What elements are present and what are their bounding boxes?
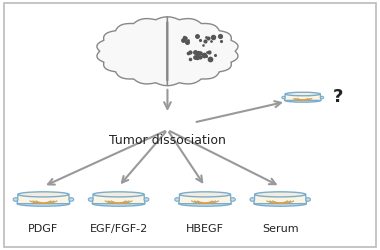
Ellipse shape	[144, 198, 149, 201]
Ellipse shape	[285, 99, 321, 102]
Ellipse shape	[180, 192, 230, 197]
Ellipse shape	[254, 201, 306, 206]
Text: Tumor dissociation: Tumor dissociation	[109, 134, 226, 147]
Ellipse shape	[13, 198, 18, 201]
Ellipse shape	[175, 198, 179, 201]
Ellipse shape	[255, 192, 306, 197]
Ellipse shape	[231, 198, 235, 201]
Ellipse shape	[100, 19, 235, 83]
Polygon shape	[254, 194, 306, 204]
Ellipse shape	[93, 192, 144, 197]
Ellipse shape	[88, 198, 93, 201]
Ellipse shape	[320, 96, 324, 99]
Polygon shape	[285, 94, 321, 100]
Ellipse shape	[306, 198, 310, 201]
Polygon shape	[92, 194, 145, 204]
Ellipse shape	[179, 201, 231, 206]
Ellipse shape	[18, 192, 69, 197]
Ellipse shape	[285, 92, 320, 96]
Ellipse shape	[69, 198, 74, 201]
Ellipse shape	[17, 201, 70, 206]
Text: Serum: Serum	[262, 224, 299, 234]
Text: EGF/FGF-2: EGF/FGF-2	[89, 224, 148, 234]
Polygon shape	[17, 194, 70, 204]
Ellipse shape	[250, 198, 255, 201]
Text: PDGF: PDGF	[28, 224, 59, 234]
Text: ?: ?	[333, 88, 344, 106]
Polygon shape	[179, 194, 231, 204]
Text: HBEGF: HBEGF	[186, 224, 224, 234]
Polygon shape	[97, 17, 168, 86]
Ellipse shape	[92, 201, 145, 206]
Polygon shape	[168, 17, 238, 86]
Ellipse shape	[282, 96, 285, 99]
